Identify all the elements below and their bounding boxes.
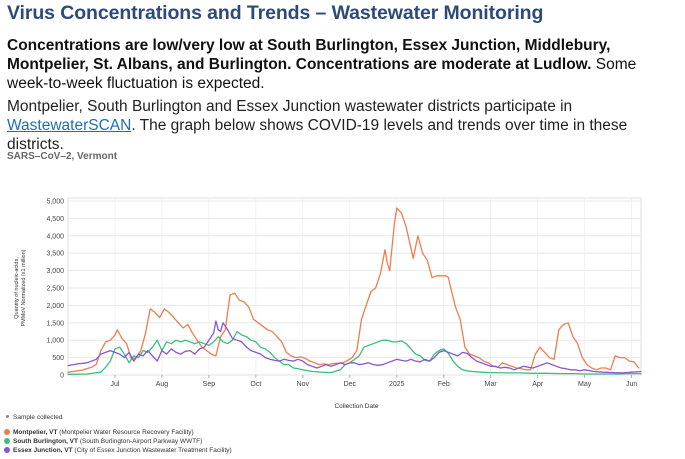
y-tick-label: 0 bbox=[60, 373, 64, 380]
x-axis-label: Collection Date bbox=[334, 403, 378, 410]
legend-name-montpelier: Montpelier, VT bbox=[13, 429, 58, 436]
x-tick-label: Aug bbox=[156, 381, 169, 388]
legend-item-essex-junction[interactable]: Essex Junction, VT (City of Essex Juncti… bbox=[4, 447, 232, 454]
y-axis-label: Quantity of nucleic-acids,PMMoV Normaliz… bbox=[14, 249, 27, 326]
x-tick-label: Jul bbox=[110, 381, 119, 388]
legend-name-south-burlington: South Burlington, VT bbox=[13, 438, 78, 445]
legend-detail-essex-junction: (City of Essex Junction Wastewater Treat… bbox=[74, 447, 232, 454]
y-tick-label: 3,000 bbox=[46, 268, 64, 275]
x-tick-label: Dec bbox=[344, 381, 357, 388]
legend-item-montpelier[interactable]: Montpelier, VT (Montpelier Water Resourc… bbox=[4, 429, 194, 436]
legend-marker-south-burlington bbox=[4, 438, 10, 444]
legend-name-essex-junction: Essex Junction, VT bbox=[13, 447, 73, 454]
y-axis-label-line: PMMoV Normalized (x1 million) bbox=[21, 249, 27, 326]
participation-text-after: . The graph below shows COVID-19 levels … bbox=[7, 117, 628, 153]
x-tick-label: Mar bbox=[485, 381, 498, 388]
x-tick-label: Feb bbox=[438, 381, 450, 388]
y-tick-label: 1,000 bbox=[46, 338, 64, 345]
participation-text-before: Montpelier, South Burlington and Essex J… bbox=[7, 98, 573, 115]
y-tick-label: 500 bbox=[52, 355, 64, 362]
y-tick-label: 5,000 bbox=[46, 199, 64, 206]
legend-item-south-burlington[interactable]: South Burlington, VT (South Burlington-A… bbox=[4, 438, 202, 445]
x-tick-label: May bbox=[578, 381, 592, 388]
legend-detail-south-burlington: (South Burlington-Airport Parkway WWTF) bbox=[79, 438, 203, 445]
y-axis-label-line: Quantity of nucleic-acids, bbox=[14, 257, 20, 319]
wastewaterscan-link[interactable]: WastewaterSCAN bbox=[7, 117, 132, 134]
y-tick-label: 1,500 bbox=[46, 320, 64, 327]
legend-marker-essex-junction bbox=[4, 447, 10, 453]
concentration-summary-note: Some week-to-week fluctuation is expecte… bbox=[7, 56, 637, 92]
y-tick-label: 2,000 bbox=[46, 303, 64, 310]
x-tick-label: 2025 bbox=[389, 381, 405, 388]
page-heading: Virus Concentrations and Trends – Wastew… bbox=[7, 2, 544, 24]
x-tick-label: Oct bbox=[250, 381, 261, 388]
concentration-summary: Concentrations are low/very low at South… bbox=[7, 36, 679, 93]
legend-sample-collected: Sample collected bbox=[4, 414, 63, 421]
participation-paragraph: Montpelier, South Burlington and Essex J… bbox=[7, 97, 679, 154]
x-tick-label: Sep bbox=[203, 381, 216, 388]
x-tick-label: Apr bbox=[532, 381, 544, 388]
x-tick-label: Nov bbox=[297, 381, 310, 388]
chart-title: SARS–CoV–2, Vermont bbox=[7, 151, 118, 162]
legend-sample-label: Sample collected bbox=[13, 414, 63, 421]
legend-detail-montpelier: (Montpelier Water Resource Recovery Faci… bbox=[59, 429, 194, 436]
y-tick-label: 3,500 bbox=[46, 251, 64, 258]
y-tick-label: 4,500 bbox=[46, 216, 64, 223]
legend-marker-montpelier bbox=[4, 429, 10, 435]
series-line-essex-junction bbox=[67, 320, 642, 374]
series-line-montpelier bbox=[67, 207, 640, 373]
sample-dot-icon bbox=[6, 415, 9, 418]
concentration-summary-bold: Concentrations are low/very low at South… bbox=[7, 37, 611, 73]
y-tick-label: 2,500 bbox=[46, 286, 64, 293]
plot-area-border bbox=[67, 197, 642, 376]
y-tick-label: 4,000 bbox=[46, 233, 64, 240]
x-tick-label: Jun bbox=[626, 381, 637, 388]
